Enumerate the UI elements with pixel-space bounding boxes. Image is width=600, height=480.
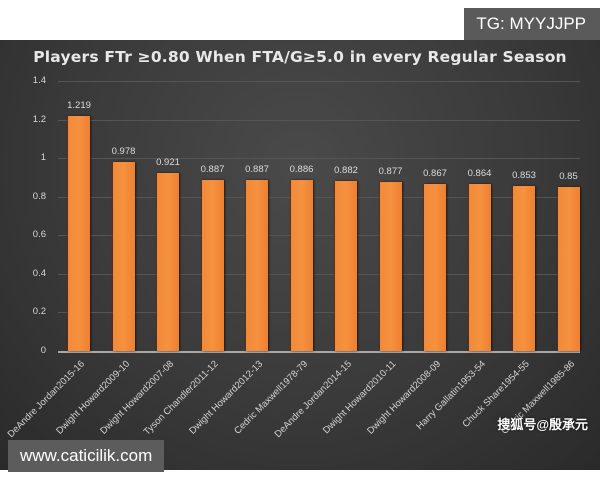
x-axis-line [58,351,580,353]
bar-value-label: 0.882 [334,164,358,176]
bar [468,184,491,351]
y-tick-label: 1 [40,152,46,164]
y-tick-label: 0 [40,345,46,356]
watermark-sohu: 搜狐号@殷承元 [497,417,588,432]
y-tick-label: 0.6 [32,229,46,241]
bar [201,179,224,351]
y-tick-label: 0.4 [32,267,46,279]
bar [424,183,446,351]
gridline [58,235,580,237]
bar-value-label: 0.887 [200,163,225,175]
bar-value-label: 0.853 [512,170,536,182]
bar [112,162,135,351]
bar-value-label: 0.867 [423,167,447,179]
y-tick-label: 1.2 [32,113,46,125]
gridline [58,196,580,198]
chart-panel: Players FTr ≥0.80 When FTA/G≥5.0 in ever… [0,40,600,470]
gridline [58,81,580,82]
y-tick-label: 0.2 [32,306,46,318]
bar-value-label: 0.887 [245,163,269,175]
y-tick-label: 1.4 [32,75,46,86]
bar-value-label: 0.978 [111,146,136,158]
bar-value-label: 0.85 [559,171,578,183]
x-category-label: Dwight Howard2012-13 [187,358,266,437]
bar [557,187,580,351]
x-category-label: DeAndre Jordan2014-15 [272,358,354,440]
x-category-label: Cedric Maxwell1978-79 [231,358,310,437]
bar-value-label: 0.921 [156,157,180,169]
x-category-label: Dwight Howard2008-09 [365,358,444,437]
bar-value-label: 0.886 [289,164,314,176]
bar [246,179,268,351]
plot-area: 0 0.2 0.4 0.6 0.8 1 1.2 1.4 1.219 DeAndre Jordan2… [0,40,600,470]
chart-title: Players FTr ≥0.80 When FTA/G≥5.0 in ever… [33,48,567,66]
gridline [58,273,580,275]
bar [335,180,357,351]
bar [290,180,313,351]
bar [157,173,179,351]
bar [379,181,402,351]
y-tick-label: 0.8 [32,190,46,202]
watermark-tg: TG: MYYJJPP [464,8,600,40]
bar-value-label: 0.864 [467,168,492,180]
gridline [58,158,580,160]
x-category-label: Dwight Howard2007-08 [98,358,177,437]
x-category-label: Dwight Howard2009-10 [53,358,132,437]
bar-value-label: 0.877 [378,165,403,177]
watermark-site: www.caticilik.com [8,440,165,472]
x-category-label: Tyson Chandler2011-12 [141,358,221,438]
bar [513,186,535,351]
x-category-label: Dwight Howard2010-11 [320,358,398,437]
gridline [58,312,580,314]
x-category-label: DeAndre Jordan2015-16 [5,358,87,440]
bar [68,115,90,351]
bar-value-label: 1.219 [67,99,91,111]
gridline [58,119,580,121]
